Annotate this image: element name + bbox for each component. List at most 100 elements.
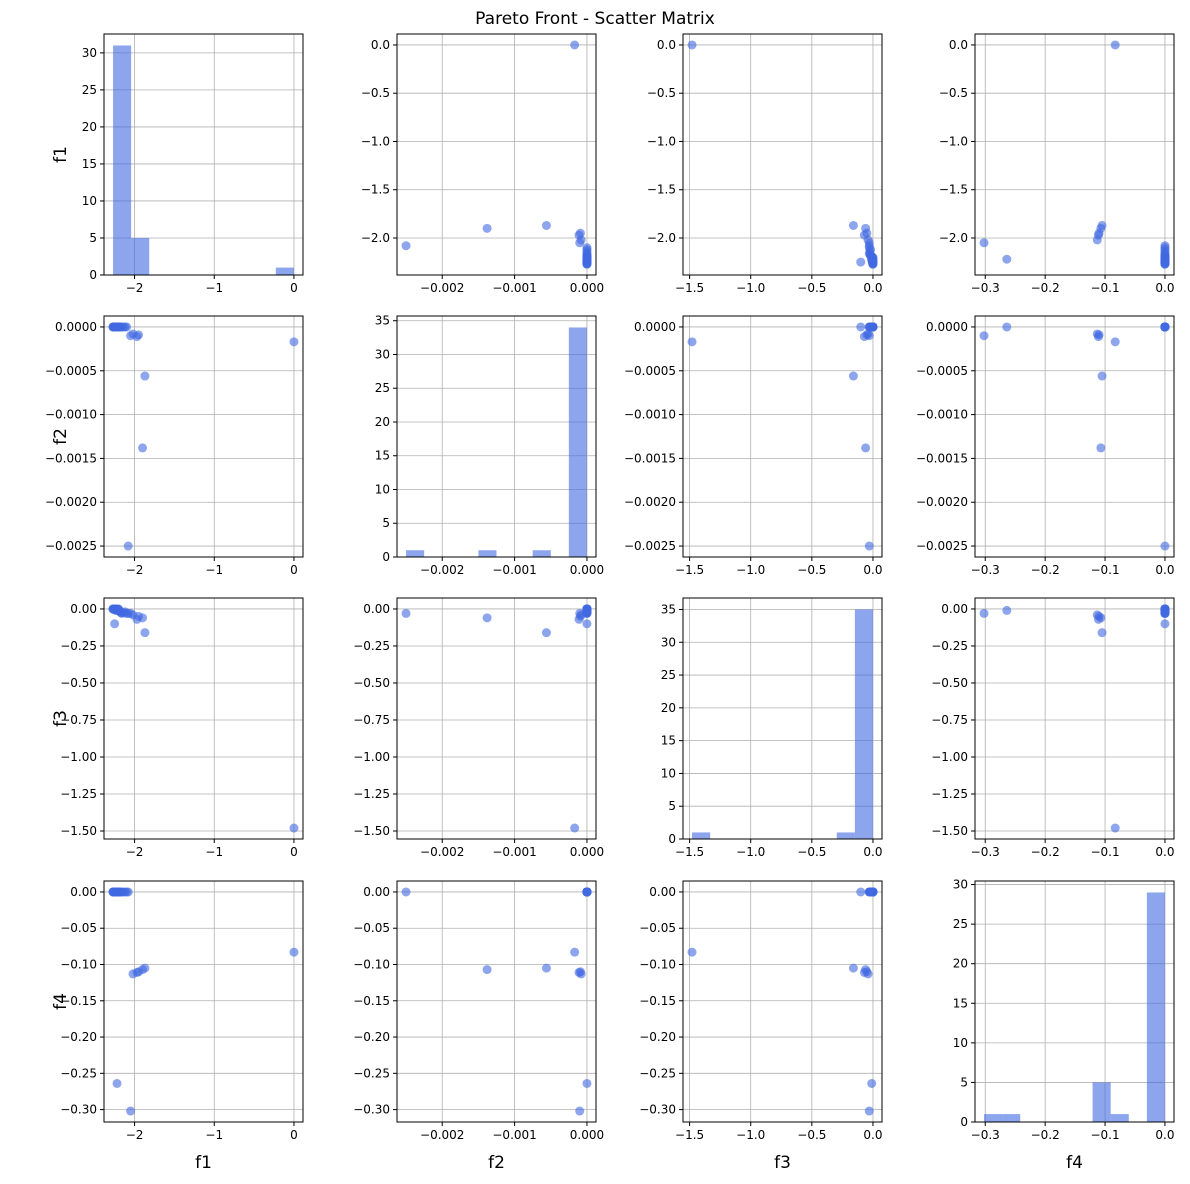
y-tick-label: −0.15 xyxy=(60,994,97,1008)
subplot: −0.3 −0.2 −0.1 0.0 0.00 −0.25 −0.50 −0.75 −1.00 −… xyxy=(931,597,1175,859)
scatter-point xyxy=(687,40,697,50)
scatter-point xyxy=(1110,823,1120,833)
y-tick-label: −0.0025 xyxy=(624,539,676,553)
y-tick-label: −1.25 xyxy=(353,787,390,801)
x-tick-label: −0.001 xyxy=(492,281,536,295)
scatter-point xyxy=(1002,254,1012,264)
scatter-point xyxy=(1160,322,1170,332)
scatter-point xyxy=(123,541,133,551)
subplot: −0.002 −0.001 0.000 0.00 −0.05 −0.10 −0.15 −0.2… xyxy=(353,880,604,1142)
x-tick-label: 0.000 xyxy=(570,845,604,859)
axes-frame xyxy=(974,315,1175,558)
y-tick-label: 15 xyxy=(953,996,968,1010)
y-tick-label: −0.50 xyxy=(931,676,968,690)
x-tick-label: 0.0 xyxy=(1155,563,1174,577)
subplot: −2 −1 0 0.0000 −0.0005 −0.0010 −0.0015 −0.0020 −… xyxy=(45,315,304,577)
y-tick-label: 0.00 xyxy=(363,885,390,899)
x-tick-label: −1 xyxy=(205,563,223,577)
axes-frame xyxy=(103,315,304,558)
axes-frame xyxy=(682,597,883,840)
x-tick-label: 0.0 xyxy=(863,563,882,577)
scatter-point xyxy=(401,887,411,897)
y-tick-label: 25 xyxy=(953,917,968,931)
scatter-point xyxy=(113,322,123,332)
y-tick-label: −0.75 xyxy=(931,713,968,727)
subplot: −1.5 −1.0 −0.5 0.0 0.0000 −0.0005 −0.0010 −0.00… xyxy=(624,315,883,577)
scatter-point xyxy=(570,947,580,957)
scatter-point xyxy=(1160,246,1170,256)
scatter-point xyxy=(856,257,866,267)
scatter-point xyxy=(863,235,873,245)
y-tick-label: −2.0 xyxy=(939,231,968,245)
scatter-point xyxy=(541,220,551,230)
y-tick-label: 20 xyxy=(375,415,390,429)
histogram-bar xyxy=(1002,1114,1021,1122)
x-axis-label: f3 xyxy=(774,1153,791,1173)
scatter-point xyxy=(1160,253,1170,263)
y-tick-label: −0.15 xyxy=(639,994,676,1008)
y-tick-label: −0.5 xyxy=(361,86,390,100)
x-tick-label: −1 xyxy=(205,1128,223,1142)
y-tick-label: −0.05 xyxy=(60,921,97,935)
y-tick-label: −1.00 xyxy=(353,750,390,764)
subplot: −2 −1 0 0.00 −0.25 −0.50 −0.75 −1.00 −1.25 −1.50 xyxy=(60,597,304,859)
x-tick-label: −0.1 xyxy=(1090,845,1119,859)
y-tick-label: −0.0020 xyxy=(45,495,97,509)
y-tick-label: 0.0 xyxy=(949,38,968,52)
histogram-bar xyxy=(131,237,150,275)
subplot: −0.002 −0.001 0.000 0 5 10 15 20 25 30 35 xyxy=(375,314,604,577)
scatter-point xyxy=(868,322,878,332)
x-tick-label: −0.2 xyxy=(1031,281,1060,295)
scatter-point xyxy=(110,619,120,629)
x-tick-label: 0.0 xyxy=(863,845,882,859)
y-tick-label: −1.5 xyxy=(361,183,390,197)
scatter-point xyxy=(482,223,492,233)
y-tick-label: 5 xyxy=(960,1075,968,1089)
x-tick-label: −0.002 xyxy=(420,281,464,295)
scatter-point xyxy=(575,1106,585,1116)
y-tick-label: 10 xyxy=(661,766,676,780)
y-tick-label: −0.30 xyxy=(639,1103,676,1117)
x-tick-label: −1.0 xyxy=(736,845,765,859)
scatter-point xyxy=(401,241,411,251)
y-tick-label: 15 xyxy=(661,734,676,748)
x-tick-label: −1.5 xyxy=(675,281,704,295)
scatter-point xyxy=(848,220,858,230)
x-tick-label: −0.001 xyxy=(492,1128,536,1142)
y-tick-label: −2.0 xyxy=(647,231,676,245)
x-tick-label: 0.000 xyxy=(570,1128,604,1142)
subplot: −0.002 −0.001 0.000 0.0 −0.5 −1.0 −1.5 −2.0 xyxy=(361,33,604,295)
scatter-point xyxy=(112,1078,122,1088)
axes-frame xyxy=(974,597,1175,840)
scatter-point xyxy=(1110,40,1120,50)
y-tick-label: 5 xyxy=(89,231,97,245)
x-tick-label: −0.002 xyxy=(420,563,464,577)
subplot: −0.002 −0.001 0.000 0.00 −0.25 −0.50 −0.75 −1.0… xyxy=(353,597,604,859)
y-tick-label: −0.30 xyxy=(60,1103,97,1117)
x-tick-label: 0 xyxy=(290,1128,298,1142)
histogram-bar xyxy=(692,832,711,839)
histogram-bar xyxy=(984,1114,1003,1122)
y-tick-label: −0.0005 xyxy=(624,364,676,378)
y-tick-label: −0.05 xyxy=(353,921,390,935)
scatter-point xyxy=(113,887,123,897)
y-tick-label: −0.05 xyxy=(639,921,676,935)
y-tick-label: 5 xyxy=(382,516,390,530)
scatter-point xyxy=(863,969,873,979)
scatter-point xyxy=(140,371,150,381)
y-tick-label: 0.00 xyxy=(649,885,676,899)
y-tick-label: −0.0015 xyxy=(916,451,968,465)
scatter-point xyxy=(1002,605,1012,615)
y-axis-label: f3 xyxy=(51,710,71,727)
y-tick-label: 0.00 xyxy=(363,602,390,616)
x-tick-label: −2 xyxy=(126,845,144,859)
x-axis-label: f1 xyxy=(195,1153,212,1173)
x-tick-label: −0.2 xyxy=(1031,1128,1060,1142)
x-tick-label: −1.5 xyxy=(675,845,704,859)
y-tick-label: −0.25 xyxy=(60,1066,97,1080)
axes-frame xyxy=(396,597,597,840)
scatter-point xyxy=(570,40,580,50)
y-tick-label: 20 xyxy=(661,701,676,715)
y-axis-label: f2 xyxy=(51,428,71,445)
subplot: −0.3 −0.2 −0.1 0.0 0.0000 −0.0005 −0.0010 −0.00… xyxy=(916,315,1175,577)
